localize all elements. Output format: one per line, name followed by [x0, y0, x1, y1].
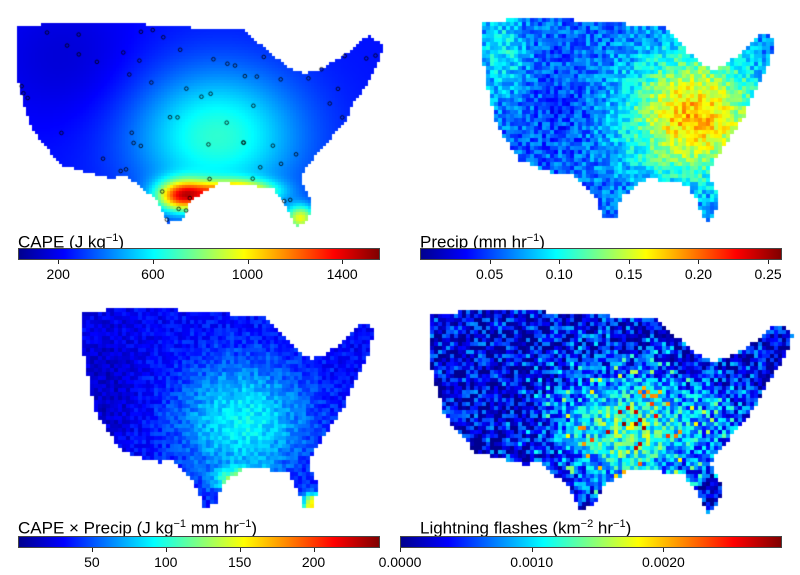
cape-map [0, 0, 400, 230]
lightning-title-main: Lightning flashes [420, 518, 548, 538]
cape-tick-label: 200 [46, 266, 70, 282]
lightning-tick-labels: 0.0000 0.0010 0.0020 [379, 554, 782, 572]
cape-x-precip-title: CAPE × Precip (J kg−1 mm hr−1) [18, 518, 258, 538]
capexprecip-tick-label: 200 [301, 554, 326, 570]
precip-tick-labels: 0.05 0.10 0.15 0.20 0.25 [420, 266, 782, 284]
lightning-title: Lightning flashes (km−2 hr−1) [420, 518, 632, 538]
cape-colorbar [18, 248, 380, 260]
precip-colorbar [420, 248, 782, 260]
lightning-tick-mark [531, 548, 533, 552]
cape-tick-mark [342, 260, 344, 264]
cape-tick-label: 600 [141, 266, 165, 282]
cape-title-main: CAPE [18, 232, 65, 252]
lightning-unit-2: hr [593, 518, 614, 538]
capexprecip-tick-mark [239, 548, 241, 552]
precip-tick-mark [698, 260, 700, 264]
lightning-colorbar [400, 536, 782, 548]
lightning-unit: km [557, 518, 581, 538]
panel-cape-x-precip: CAPE × Precip (J kg−1 mm hr−1) 50 100 150 2… [0, 288, 400, 575]
precip-unit: mm hr [478, 232, 527, 252]
capexprecip-tick-mark [313, 548, 315, 552]
capexprecip-tick-label: 50 [84, 554, 100, 570]
lightning-tick-label: 0.0000 [378, 554, 422, 570]
cape-tick-mark [58, 260, 60, 264]
cape-tick-label: 1000 [231, 266, 264, 282]
cape-tick-mark [247, 260, 249, 264]
precip-tick-label: 0.10 [545, 266, 573, 282]
cape-x-precip-unit-exp-2: −1 [238, 518, 252, 530]
lightning-map [400, 288, 800, 518]
panel-precip: Precip (mm hr−1) 0.05 0.10 0.15 0.20 0.25 [400, 0, 800, 287]
lightning-tick-label: 0.0010 [510, 554, 554, 570]
cape-tick-labels: 200 600 1000 1400 [18, 266, 380, 284]
cape-x-precip-unit-2: mm hr [185, 518, 239, 538]
precip-tick-label: 0.15 [615, 266, 643, 282]
panel-lightning: Lightning flashes (km−2 hr−1) 0.0000 0.00… [379, 288, 800, 575]
cape-tick-label: 1400 [326, 266, 358, 282]
precip-unit-exp: −1 [526, 232, 540, 244]
cape-unit-exp: −1 [105, 232, 119, 244]
precip-tick-label: 0.25 [754, 266, 782, 282]
precip-map [400, 0, 800, 230]
precip-tick-mark [628, 260, 630, 264]
capexprecip-tick-mark [165, 548, 167, 552]
panel-cape: CAPE (J kg−1) 200 600 1000 1400 [0, 0, 400, 287]
lightning-unit-exp: −2 [580, 518, 594, 530]
precip-tick-mark [768, 260, 770, 264]
capexprecip-tick-label: 100 [154, 554, 178, 570]
lightning-tick-mark [400, 548, 401, 552]
cape-x-precip-tick-labels: 50 100 150 200 [18, 554, 380, 572]
cape-x-precip-unit: J kg [142, 518, 174, 538]
precip-title: Precip (mm hr−1) [420, 232, 545, 252]
capexprecip-tick-label: 150 [227, 554, 252, 570]
cape-x-precip-map [0, 288, 400, 518]
precip-tick-mark [559, 260, 561, 264]
precip-title-main: Precip [420, 232, 469, 252]
lightning-tick-mark [663, 548, 665, 552]
cape-unit: J kg [74, 232, 106, 252]
cape-x-precip-unit-exp: −1 [173, 518, 186, 530]
cape-tick-mark [152, 260, 154, 264]
precip-tick-label: 0.05 [475, 266, 504, 282]
capexprecip-tick-mark [91, 548, 93, 552]
lightning-unit-exp-2: −1 [613, 518, 626, 530]
precip-tick-label: 0.20 [684, 266, 713, 282]
cape-x-precip-title-main: CAPE × Precip [18, 518, 132, 538]
cape-x-precip-colorbar [18, 536, 380, 548]
cape-title: CAPE (J kg−1) [18, 232, 125, 252]
lightning-tick-label: 0.0020 [642, 554, 685, 570]
precip-tick-mark [489, 260, 491, 264]
